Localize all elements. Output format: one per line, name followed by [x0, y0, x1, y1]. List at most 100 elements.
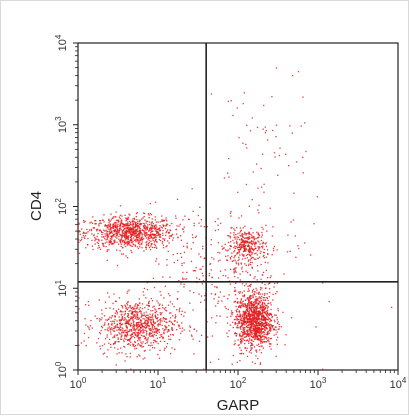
data-point — [259, 313, 261, 316]
data-point — [255, 335, 257, 337]
data-point — [195, 330, 198, 332]
data-point — [245, 323, 247, 325]
data-point — [266, 319, 268, 321]
data-point — [124, 321, 127, 323]
data-point — [112, 308, 115, 310]
data-point — [252, 304, 254, 307]
data-point — [258, 249, 260, 251]
data-point — [258, 322, 260, 324]
data-point — [243, 323, 245, 325]
data-point — [111, 217, 113, 219]
data-point — [147, 338, 149, 341]
data-point — [242, 311, 244, 313]
data-point — [150, 322, 152, 324]
data-point — [179, 327, 181, 330]
data-point — [94, 243, 96, 245]
data-point — [182, 277, 184, 279]
data-point — [126, 227, 129, 229]
data-point — [245, 318, 248, 320]
data-point — [267, 322, 270, 325]
data-point — [129, 232, 131, 234]
data-point — [112, 320, 114, 322]
data-point — [132, 327, 134, 329]
data-point — [260, 239, 263, 242]
data-point — [198, 253, 200, 255]
data-point — [191, 234, 194, 236]
data-point — [154, 308, 156, 310]
data-point — [249, 309, 251, 312]
data-point — [107, 318, 109, 320]
data-point — [113, 229, 115, 232]
data-point — [237, 325, 239, 327]
data-point — [147, 323, 149, 326]
data-point — [252, 314, 254, 316]
data-point — [242, 246, 244, 248]
data-point — [258, 310, 260, 312]
data-point — [235, 305, 237, 308]
data-point — [265, 313, 268, 315]
data-point — [177, 297, 179, 300]
data-point — [99, 348, 102, 350]
data-point — [134, 235, 136, 237]
data-point — [144, 337, 146, 340]
data-point — [138, 241, 140, 243]
data-point — [125, 322, 127, 325]
data-point — [241, 234, 243, 236]
data-point — [251, 243, 254, 245]
data-point — [100, 230, 102, 233]
data-point — [157, 323, 160, 326]
data-point — [78, 231, 80, 233]
data-point — [129, 340, 131, 342]
data-point — [258, 235, 260, 237]
data-point — [233, 234, 235, 236]
data-point — [127, 244, 129, 246]
data-point — [247, 313, 250, 316]
data-point — [240, 320, 242, 322]
x-axis-title: GARP — [217, 397, 260, 414]
data-point — [114, 334, 116, 336]
data-point — [114, 342, 116, 345]
data-point — [82, 219, 85, 222]
data-point — [131, 317, 133, 320]
data-point — [146, 240, 148, 243]
data-point — [248, 337, 251, 339]
data-point — [268, 314, 270, 316]
data-point — [261, 332, 264, 334]
data-point — [258, 313, 261, 315]
data-point — [114, 341, 116, 343]
data-point — [274, 282, 276, 285]
data-point — [144, 234, 146, 237]
data-point — [202, 368, 205, 370]
data-point — [236, 226, 238, 229]
data-point — [249, 285, 251, 288]
data-point — [255, 247, 257, 249]
data-point — [139, 219, 141, 221]
data-point — [214, 293, 217, 295]
data-point — [120, 347, 122, 349]
data-point — [247, 232, 249, 235]
data-point — [248, 205, 250, 207]
data-point — [181, 262, 183, 265]
data-point — [242, 242, 244, 244]
data-point — [266, 307, 269, 309]
data-point — [275, 67, 278, 69]
data-point — [235, 315, 237, 318]
data-point — [126, 217, 128, 220]
data-point — [126, 302, 128, 305]
data-point — [145, 332, 148, 334]
data-point — [154, 216, 156, 218]
y-axis-title: CD4 — [28, 191, 45, 221]
data-point — [267, 340, 269, 342]
data-point — [276, 282, 279, 284]
data-point — [263, 302, 266, 304]
data-point — [195, 266, 197, 269]
data-point — [290, 317, 293, 319]
data-point — [251, 247, 253, 250]
data-point — [123, 345, 125, 348]
x-tick-label: 100 — [70, 376, 87, 391]
data-point — [140, 316, 142, 318]
data-point — [256, 320, 258, 323]
data-point — [117, 338, 119, 340]
data-point — [221, 300, 223, 302]
data-point — [244, 333, 246, 336]
